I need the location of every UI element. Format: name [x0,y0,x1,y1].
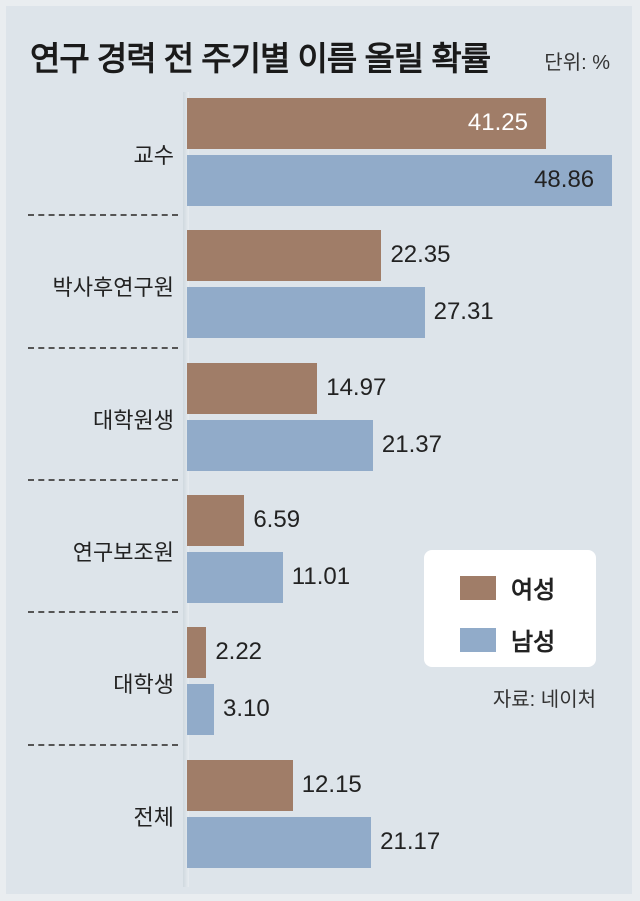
group-separator [28,214,178,217]
bar-female [187,494,245,546]
chart-title: 연구 경력 전 주기별 이름 올릴 확률 [30,40,491,77]
legend-item-female: 여성 [460,570,555,605]
bar-male [187,155,613,206]
bar-male [187,287,425,339]
bar-female [187,98,546,149]
bar-male [187,816,372,868]
legend-swatch-male [460,627,496,652]
data-label: 2.22 [215,638,263,666]
y-axis-line [183,92,189,887]
category-label: 박사후연구원 [52,275,174,301]
group-separator [28,478,178,481]
bar-female [187,362,318,414]
bar-male [187,684,214,736]
data-label: 21.17 [380,827,441,855]
data-label: 6.59 [253,505,301,533]
category-label: 연구보조원 [72,539,174,565]
group-separator [28,743,178,746]
legend-item-male: 남성 [460,622,555,657]
data-label: 21.37 [381,430,442,458]
bar-male [187,419,373,471]
data-label: 3.10 [222,695,270,723]
legend-swatch-female [460,575,496,600]
category-label: 교수 [133,143,174,168]
bar-female [187,759,293,811]
category-label: 대학원생 [93,407,174,433]
source-note: 자료: 네이처 [492,689,596,711]
data-label: 27.31 [433,298,494,326]
group-separator [28,611,178,614]
legend-label: 남성 [511,629,556,656]
data-label: 14.97 [326,373,387,401]
bar-female [187,230,382,282]
category-label: 대학생 [113,672,174,698]
legend-label: 여성 [511,577,556,604]
data-label: 22.35 [390,241,451,269]
unit-label: 단위: % [544,52,610,74]
bar-female [187,627,207,679]
bar-male [187,551,283,603]
data-label: 11.01 [291,562,351,590]
group-separator [28,346,178,349]
data-label: 48.86 [534,166,595,193]
category-label: 전체 [133,804,174,830]
data-label: 12.15 [301,770,362,798]
data-label: 41.25 [467,109,528,136]
legend: 여성 남성 [424,550,596,667]
